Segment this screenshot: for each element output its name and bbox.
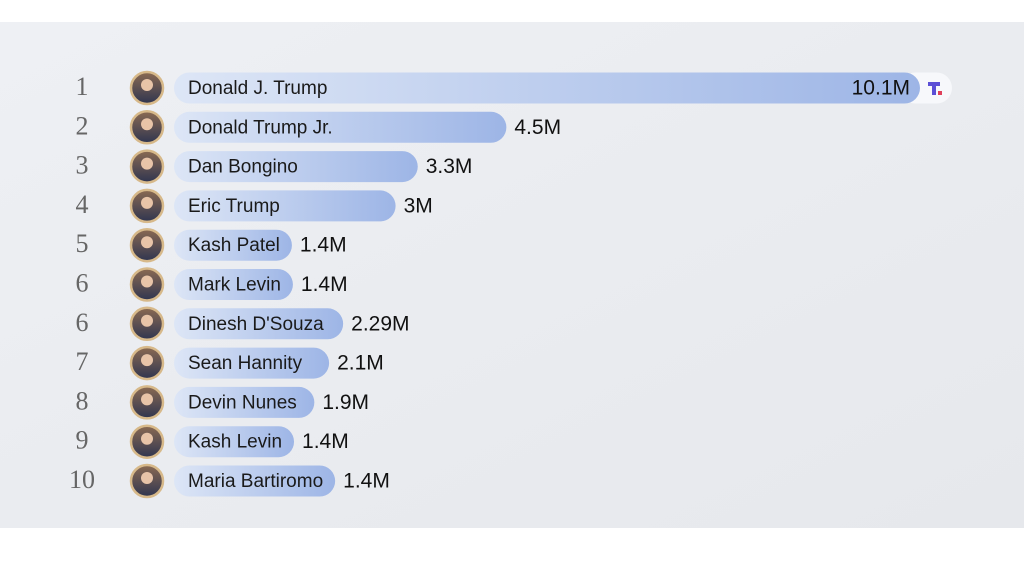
- avatar-face: [141, 354, 153, 367]
- bar-name: Mark Levin: [188, 275, 281, 296]
- rank: 1: [76, 72, 89, 101]
- avatar-face: [141, 157, 153, 170]
- avatar-face: [141, 118, 153, 131]
- rank: 6: [76, 268, 89, 297]
- bar-name: Dan Bongino: [188, 157, 298, 178]
- panel: [0, 22, 1024, 528]
- rank: 2: [76, 111, 89, 140]
- value-label: 10.1M: [852, 77, 910, 100]
- avatar-face: [141, 472, 153, 484]
- logo-dot: [938, 91, 942, 95]
- rank: 5: [76, 229, 89, 258]
- avatar-face: [141, 314, 153, 327]
- bar-name: Donald J. Trump: [188, 78, 327, 99]
- avatar-face: [141, 432, 153, 445]
- avatar-face: [141, 79, 153, 91]
- avatar-face: [141, 275, 153, 288]
- value-label: 2.29M: [351, 312, 409, 335]
- bar-name: Dinesh D'Souza: [188, 314, 324, 335]
- rank: 8: [76, 386, 89, 415]
- value-label: 2.1M: [337, 352, 384, 375]
- rank: 6: [76, 308, 89, 337]
- avatar-face: [141, 393, 153, 406]
- bar-name: Kash Levin: [188, 432, 282, 453]
- bar-name: Eric Trump: [188, 196, 280, 217]
- bar: [174, 111, 507, 143]
- bar: [174, 347, 330, 379]
- rank: 10: [69, 465, 95, 494]
- bar: [174, 151, 418, 183]
- value-label: 1.4M: [300, 234, 347, 257]
- bar: [174, 465, 336, 497]
- bar-name: Sean Hannity: [188, 353, 303, 374]
- bar: [174, 269, 293, 300]
- bar-name: Maria Bartiromo: [188, 471, 323, 492]
- bar-name: Kash Patel: [188, 235, 280, 256]
- rank: 4: [76, 190, 89, 219]
- rank: 3: [76, 151, 89, 180]
- bar-name: Devin Nunes: [188, 392, 297, 413]
- bar: [174, 308, 344, 340]
- avatar-face: [141, 196, 153, 209]
- value-label: 3.3M: [426, 155, 473, 178]
- value-label: 1.4M: [343, 470, 390, 493]
- rank: 7: [76, 347, 89, 376]
- rank: 9: [76, 426, 89, 455]
- bar: [174, 386, 315, 418]
- bar: [174, 229, 292, 261]
- bar-name: Donald Trump Jr.: [188, 117, 333, 138]
- value-label: 4.5M: [514, 116, 561, 139]
- bar: [174, 190, 396, 222]
- value-label: 1.9M: [322, 391, 369, 414]
- bar: [174, 72, 920, 104]
- value-label: 1.4M: [301, 273, 348, 296]
- bar: [174, 426, 295, 458]
- value-label: 3M: [404, 194, 433, 217]
- logo: [928, 82, 940, 95]
- value-label: 1.4M: [302, 430, 349, 453]
- avatar-face: [141, 236, 153, 249]
